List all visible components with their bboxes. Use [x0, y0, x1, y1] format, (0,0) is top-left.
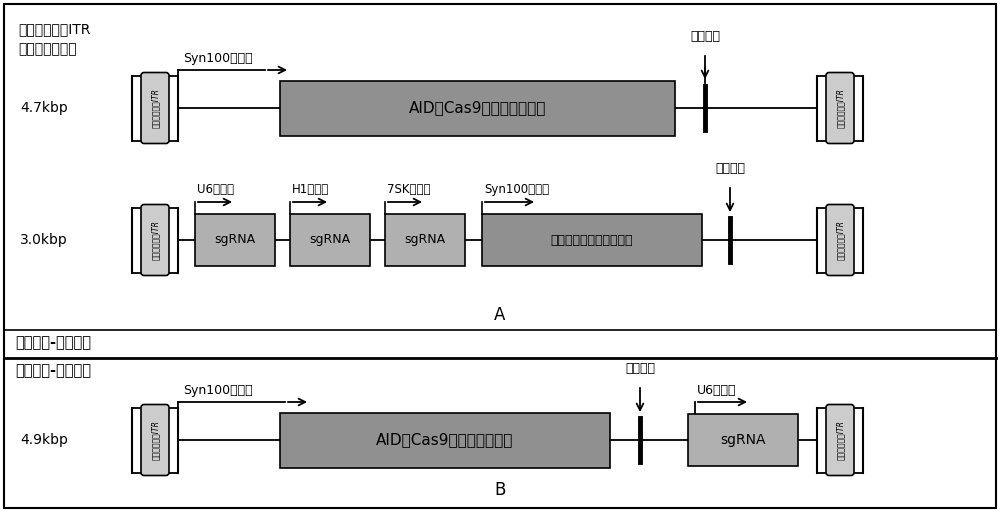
Text: sgRNA: sgRNA	[720, 433, 766, 447]
Text: Syn100启动子: Syn100启动子	[183, 52, 253, 65]
Text: AID和Cas9突变体融合蛋白: AID和Cas9突变体融合蛋白	[376, 433, 514, 447]
Text: Syn100启动子: Syn100启动子	[183, 384, 253, 397]
Text: 加尾信号: 加尾信号	[715, 162, 745, 175]
Bar	[385, 214, 465, 266]
Text: 4.9kbp: 4.9kbp	[20, 433, 68, 447]
Text: 4.7kbp: 4.7kbp	[20, 101, 68, 115]
Text: B: B	[494, 481, 506, 499]
FancyBboxPatch shape	[141, 404, 169, 476]
Text: Syn100启动子: Syn100启动子	[484, 183, 549, 196]
FancyBboxPatch shape	[826, 73, 854, 143]
FancyBboxPatch shape	[141, 73, 169, 143]
Text: 反向重复序列ITR: 反向重复序列ITR	[150, 88, 160, 128]
Text: 间插入片段大小: 间插入片段大小	[18, 42, 77, 56]
Text: 分开包毒-混合给药: 分开包毒-混合给药	[15, 335, 91, 350]
Text: A: A	[494, 306, 506, 324]
Bar	[290, 214, 370, 266]
Text: 反向重复序列ITR: 反向重复序列ITR	[18, 22, 90, 36]
Bar	[688, 414, 798, 466]
Bar	[195, 214, 275, 266]
Text: sgRNA: sgRNA	[309, 233, 351, 246]
Text: H1启动子: H1启动子	[292, 183, 329, 196]
Text: sgRNA: sgRNA	[404, 233, 446, 246]
Text: 反向重复序列ITR: 反向重复序列ITR	[836, 220, 844, 260]
Text: U6启动子: U6启动子	[197, 183, 234, 196]
Text: sgRNA: sgRNA	[214, 233, 256, 246]
Text: 反向重复序列ITR: 反向重复序列ITR	[836, 88, 844, 128]
Bar	[280, 80, 675, 136]
Text: 绿色荧光蛋白及相关元件: 绿色荧光蛋白及相关元件	[551, 233, 633, 246]
Text: U6启动子: U6启动子	[697, 384, 736, 397]
Text: 加尾信号: 加尾信号	[690, 30, 720, 43]
Text: 7SK启动子: 7SK启动子	[387, 183, 430, 196]
FancyBboxPatch shape	[826, 204, 854, 275]
Text: 3.0kbp: 3.0kbp	[20, 233, 68, 247]
Text: 合并包毒-单独给药: 合并包毒-单独给药	[15, 363, 91, 378]
Text: 加尾信号: 加尾信号	[625, 362, 655, 375]
Text: 反向重复序列ITR: 反向重复序列ITR	[836, 420, 844, 460]
Text: 反向重复序列ITR: 反向重复序列ITR	[150, 220, 160, 260]
FancyBboxPatch shape	[141, 204, 169, 275]
Text: 反向重复序列ITR: 反向重复序列ITR	[150, 420, 160, 460]
Bar	[482, 214, 702, 266]
Bar	[280, 413, 610, 467]
FancyBboxPatch shape	[826, 404, 854, 476]
Text: AID和Cas9突变体融合蛋白: AID和Cas9突变体融合蛋白	[409, 100, 546, 116]
